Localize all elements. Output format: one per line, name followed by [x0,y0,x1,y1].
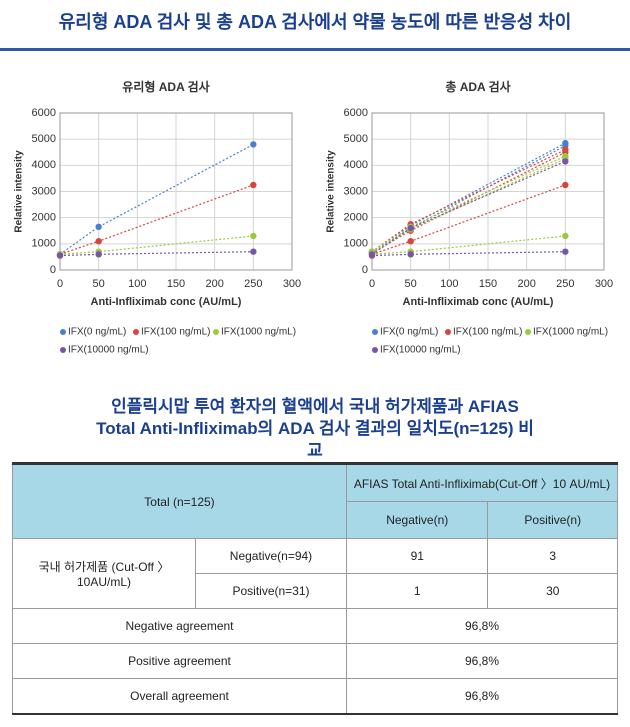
legend-marker [60,347,66,353]
legend-marker [525,329,531,335]
data-point [95,238,102,245]
header-cell: AFIAS Total Anti-Infliximab(Cut-Off 〉10 … [346,463,618,502]
plot-border [371,112,605,271]
data-point [95,251,102,258]
row-header: Negative agreement [12,608,347,644]
y-axis-label: Relative intensity [14,150,25,233]
data-point [562,248,569,255]
data-point [407,251,414,258]
x-tick-label: 100 [440,278,458,290]
row-header: Negative(n=94) [195,538,347,574]
x-tick-label: 200 [205,278,223,290]
data-point [56,252,64,259]
x-tick-label: 250 [244,278,262,290]
header-cell: Total (n=125) [12,463,347,539]
y-tick-label: 4000 [344,159,368,171]
legend-label: IFX(10000 ng/mL) [380,345,461,356]
cell: 91 [345,538,489,574]
trend-line [59,251,254,257]
x-tick-label: 150 [167,278,185,290]
cell: 3 [487,538,618,574]
x-tick-label: 250 [556,278,574,290]
data-point [407,224,414,232]
y-axis-label: Relative intensity [326,150,337,233]
y-tick-label: 2000 [344,212,368,224]
legend-label: IFX(10000 ng/mL) [68,345,149,356]
legend-label: IFX(100 ng/mL) [141,327,210,338]
y-tick-label: 0 [362,264,368,276]
section-title: 유리형 ADA 검사 및 총 ADA 검사에서 약물 농도에 따른 반응성 차이 [0,0,630,51]
data-point [368,251,376,258]
x-axis-label: Anti-Infliximab conc (AU/mL) [91,296,242,308]
legend-marker [60,329,66,335]
x-tick-label: 200 [517,278,535,290]
y-tick-label: 4000 [32,159,56,171]
cell: 1 [345,573,489,609]
trend-line [371,149,566,253]
y-tick-label: 5000 [344,133,368,145]
y-tick-label: 6000 [344,107,368,119]
cell: 96,8% [346,608,618,644]
data-point [250,248,257,255]
legend-marker [213,329,219,335]
trend-line [59,235,254,255]
legend-label: IFX(0 ng/mL) [68,327,126,338]
x-tick-label: 0 [57,278,63,290]
header-cell: Negative(n) [345,501,489,539]
data-point [562,232,569,240]
x-tick-label: 100 [128,278,146,290]
row-header: Positive agreement [12,643,347,679]
legend-marker [445,329,451,335]
y-tick-label: 0 [50,264,56,276]
row-header: Overall agreement [12,678,347,714]
section-title: 인플릭시맙 투여 환자의 혈액에서 국내 허가제품과 AFIAS Total A… [0,396,630,462]
plot-border [59,112,293,271]
legend-label: IFX(100 ng/mL) [453,327,522,338]
data-point [250,141,257,148]
data-point [562,181,569,189]
data-point [250,181,257,189]
legend-label: IFX(1000 ng/mL) [221,327,296,338]
data-point [407,238,414,245]
y-tick-label: 5000 [32,133,56,145]
y-tick-label: 3000 [344,185,368,197]
trend-line [371,155,566,253]
legend-label: IFX(1000 ng/mL) [533,327,608,338]
y-tick-label: 3000 [32,185,56,197]
x-axis-label: Anti-Infliximab conc (AU/mL) [403,296,554,308]
y-tick-label: 1000 [344,238,368,250]
legend-marker [133,329,139,335]
x-tick-label: 300 [595,278,613,290]
title-text: 인플릭시맙 투여 환자의 혈액에서 국내 허가제품과 AFIAS Total A… [96,397,534,460]
row-header: Positive(n=31) [195,573,347,609]
x-tick-label: 0 [369,278,375,290]
legend-marker [372,347,378,353]
x-tick-label: 300 [283,278,301,290]
x-tick-label: 50 [405,278,417,290]
trend-line [59,143,254,255]
data-point [250,232,257,240]
row-header: 국내 허가제품 (Cut-Off 〉10AU/mL) [12,538,196,609]
y-tick-label: 1000 [32,238,56,250]
x-tick-label: 150 [479,278,497,290]
cell: 30 [487,573,618,609]
data-point [562,158,569,165]
trend-line [371,235,566,255]
agreement-table: Total (n=125) AFIAS Total Anti-Infliximab… [12,462,618,715]
cell: 96,8% [346,643,618,679]
chart-title: 총 ADA 검사 [445,79,510,94]
trend-line [371,251,566,257]
data-point [95,223,102,231]
chart-title: 유리형 ADA 검사 [122,79,209,94]
y-tick-label: 6000 [32,107,56,119]
y-tick-label: 2000 [32,212,56,224]
header-cell: Positive(n) [487,501,618,539]
legend-marker [372,329,378,335]
cell: 96,8% [346,678,618,714]
trend-line [371,160,566,255]
legend-label: IFX(0 ng/mL) [380,327,438,338]
x-tick-label: 50 [93,278,105,290]
